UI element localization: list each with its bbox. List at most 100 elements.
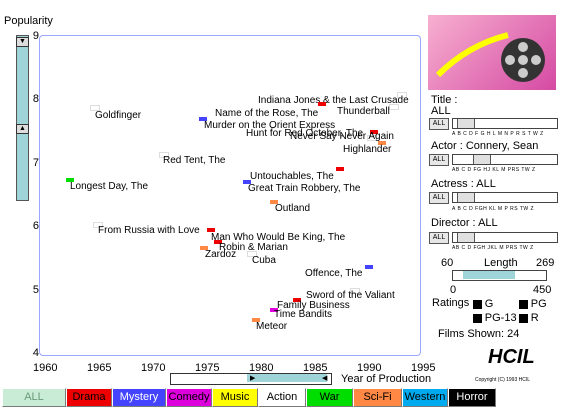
y-tick-label: 8 <box>32 93 39 106</box>
film-mark[interactable] <box>365 265 373 269</box>
genre-button-music[interactable]: Music <box>212 388 258 407</box>
actress-slider[interactable] <box>452 192 558 203</box>
film-label[interactable]: Robin & Marian <box>219 242 288 253</box>
x-tick-label: 1970 <box>141 362 166 374</box>
actress-alphabet: A B C D FGH KL M P RS TW Z <box>452 206 535 212</box>
film-reel-icon <box>435 32 545 82</box>
genre-button-drama[interactable]: Drama <box>66 388 112 407</box>
film-label[interactable]: Thunderball <box>337 106 390 117</box>
film-mark[interactable] <box>207 228 215 232</box>
film-mark[interactable] <box>200 246 208 250</box>
y-tick-label: 7 <box>32 156 39 169</box>
ratings-label: Ratings <box>432 297 470 309</box>
film-label[interactable]: Untouchables, The <box>250 171 334 182</box>
actress-label: Actress : ALL <box>431 178 496 190</box>
scatter-plot-area[interactable] <box>39 35 421 356</box>
film-mark[interactable] <box>336 167 344 171</box>
length-label: Length <box>484 257 518 269</box>
film-label[interactable]: Offence, The <box>305 268 363 279</box>
genre-button-western[interactable]: Western <box>402 388 448 407</box>
film-mark[interactable] <box>252 318 260 322</box>
film-mark[interactable] <box>397 92 407 98</box>
rating-pg-checkbox[interactable]: PG <box>519 298 547 310</box>
film-mark[interactable] <box>293 298 301 302</box>
genre-button-horror[interactable]: Horror <box>448 388 496 407</box>
film-label[interactable]: Hunt for Red October, The <box>246 128 364 139</box>
film-mark[interactable] <box>318 102 326 106</box>
year-range-fill[interactable] <box>247 374 327 382</box>
length-slider-fill[interactable] <box>463 271 515 279</box>
film-mark[interactable] <box>199 117 207 121</box>
film-label[interactable]: Great Train Robbery, The <box>248 183 361 194</box>
director-slider[interactable] <box>452 232 558 243</box>
actress-all-button[interactable]: ALL <box>429 192 449 204</box>
actor-slider[interactable] <box>452 154 558 165</box>
length-range-low: 0 <box>450 284 457 296</box>
film-label[interactable]: Zardoz <box>205 249 237 260</box>
film-label[interactable]: Murder on the Orient Express <box>204 120 336 131</box>
y-tick-label: 4 <box>32 347 39 359</box>
films-shown-count: Films Shown: 24 <box>438 328 520 340</box>
film-reel-logo <box>428 15 556 90</box>
film-mark[interactable] <box>270 200 278 204</box>
x-axis-title: Year of Production <box>341 373 432 385</box>
y-tick-label: 5 <box>32 283 39 296</box>
popularity-slider-top-thumb[interactable]: ▼ <box>16 37 29 47</box>
title-slider[interactable] <box>452 118 558 129</box>
y-axis-title: Popularity <box>4 15 53 27</box>
film-mark[interactable] <box>90 105 100 111</box>
title-all-button[interactable]: ALL <box>429 118 449 130</box>
film-label[interactable]: Cuba <box>252 255 276 266</box>
length-max-value: 269 <box>536 257 555 269</box>
film-label[interactable]: Sword of the Valiant <box>306 290 395 301</box>
film-label[interactable]: Red Tent, The <box>163 155 226 166</box>
film-label[interactable]: Time Bandits <box>274 309 332 320</box>
popularity-slider[interactable] <box>16 35 29 201</box>
hcil-logo: HCIL <box>488 346 535 368</box>
film-mark[interactable] <box>367 135 377 141</box>
film-label[interactable]: From Russia with Love <box>98 225 200 236</box>
x-tick-label: 1995 <box>411 362 436 374</box>
film-mark[interactable] <box>270 308 278 312</box>
film-label[interactable]: Name of the Rose, The <box>215 108 319 119</box>
popularity-slider-bottom-thumb[interactable]: ▲ <box>16 124 29 134</box>
genre-button-mystery[interactable]: Mystery <box>112 388 166 407</box>
director-alphabet: AB C D FGH JKL M PRS TW Z <box>452 245 534 251</box>
film-label[interactable]: Family Business <box>277 300 350 311</box>
year-slider-right-thumb[interactable]: ◀ <box>322 375 328 382</box>
film-mark[interactable] <box>350 288 360 294</box>
film-label[interactable]: Meteor <box>256 321 288 332</box>
film-mark[interactable] <box>247 251 257 257</box>
film-label[interactable]: Indiana Jones & the Last Crusade <box>258 95 409 106</box>
film-mark[interactable] <box>378 141 386 145</box>
film-label[interactable]: Highlander <box>343 144 392 155</box>
copyright-text: Copyright (C) 1993 HCIL <box>475 377 531 383</box>
film-label[interactable]: Goldfinger <box>95 110 142 121</box>
genre-button-all[interactable]: ALL <box>2 388 66 407</box>
film-mark[interactable] <box>243 180 251 184</box>
film-mark[interactable] <box>370 130 378 134</box>
director-all-button[interactable]: ALL <box>429 232 449 244</box>
film-mark[interactable] <box>93 222 103 228</box>
rating-r-checkbox[interactable]: R <box>519 312 539 324</box>
title-value: ALL <box>431 105 451 117</box>
length-range-high: 450 <box>533 284 552 296</box>
film-label[interactable]: Longest Day, The <box>70 181 149 192</box>
film-label[interactable]: Outland <box>275 203 311 214</box>
film-mark[interactable] <box>214 240 222 244</box>
film-mark[interactable] <box>66 178 74 182</box>
length-min-value: 60 <box>441 257 454 269</box>
film-mark[interactable] <box>159 152 169 158</box>
rating-pg13-checkbox[interactable]: PG-13 <box>473 312 517 324</box>
rating-g-checkbox[interactable]: G <box>473 298 493 310</box>
film-label[interactable]: Never Say Never Again <box>290 131 394 142</box>
genre-button-scifi[interactable]: Sci-Fi <box>353 388 402 407</box>
genre-button-comedy[interactable]: Comedy <box>166 388 212 407</box>
genre-button-war[interactable]: War <box>306 388 353 407</box>
y-tick-label: 6 <box>32 220 39 233</box>
genre-button-action[interactable]: Action <box>258 388 306 407</box>
actor-all-button[interactable]: ALL <box>429 154 449 166</box>
film-label[interactable]: Man Who Would Be King, The <box>211 232 346 243</box>
year-slider-left-thumb[interactable]: ▶ <box>250 375 256 382</box>
film-mark[interactable] <box>389 104 399 110</box>
